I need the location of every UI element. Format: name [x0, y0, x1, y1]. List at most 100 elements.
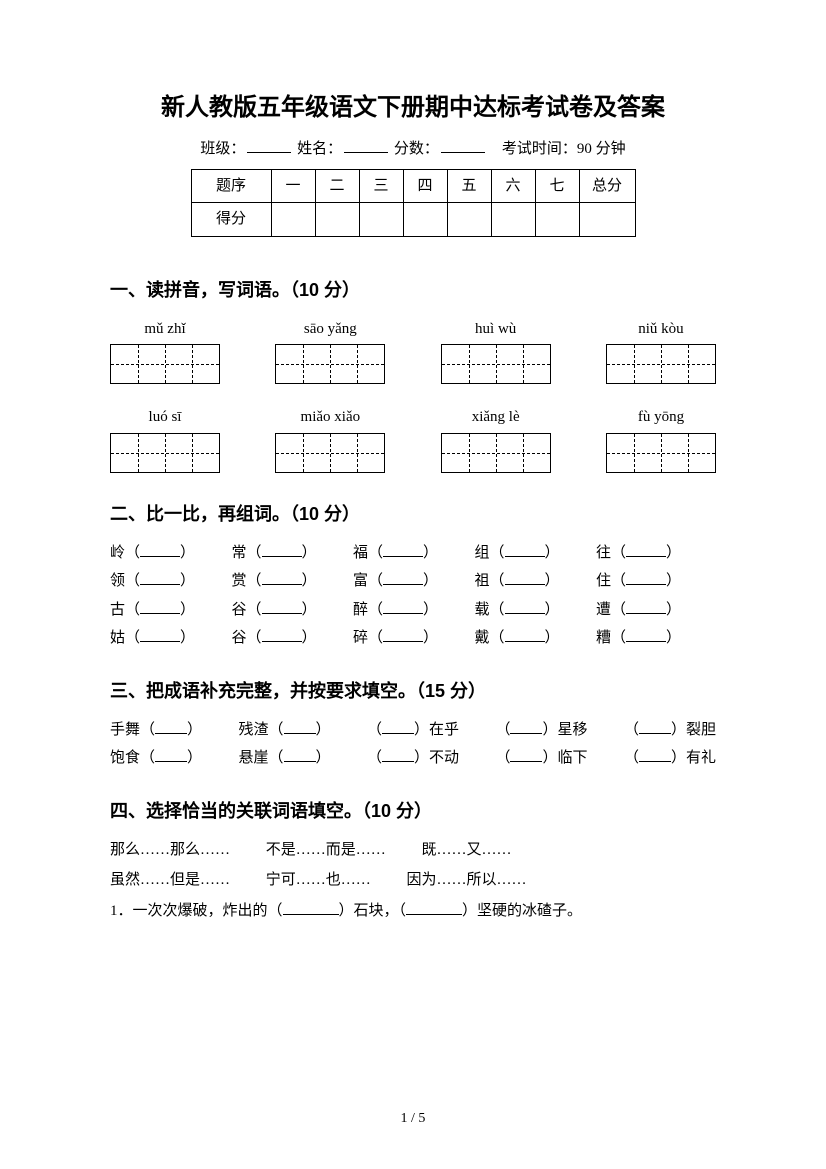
conjunction-bank: 那么……那么…… 不是……而是…… 既……又……	[110, 839, 716, 862]
section-3-heading: 三、把成语补充完整，并按要求填空。（15 分）	[110, 678, 716, 705]
compare-item: 岭（）	[110, 542, 230, 565]
answer-blank[interactable]	[284, 720, 316, 734]
char-input-box[interactable]	[110, 433, 220, 473]
pinyin: miǎo xiǎo	[275, 406, 385, 429]
score-cell[interactable]	[403, 203, 447, 237]
compare-item: 遭（）	[596, 599, 716, 622]
score-cell[interactable]	[359, 203, 403, 237]
char-input-box[interactable]	[441, 433, 551, 473]
compare-item: 领（）	[110, 570, 230, 593]
char-input-box[interactable]	[275, 433, 385, 473]
score-label: 分数：	[394, 141, 439, 157]
score-cell[interactable]	[271, 203, 315, 237]
answer-blank[interactable]	[283, 901, 339, 915]
answer-blank[interactable]	[383, 572, 423, 586]
char-input-box[interactable]	[606, 433, 716, 473]
answer-blank[interactable]	[639, 720, 671, 734]
answer-blank[interactable]	[155, 749, 187, 763]
compare-item: 谷（）	[232, 627, 352, 650]
answer-blank[interactable]	[505, 543, 545, 557]
answer-blank[interactable]	[262, 543, 302, 557]
word-option: 虽然……但是……	[110, 869, 230, 892]
answer-blank[interactable]	[140, 543, 180, 557]
answer-blank[interactable]	[262, 572, 302, 586]
section-2-heading: 二、比一比，再组词。（10 分）	[110, 501, 716, 528]
answer-blank[interactable]	[140, 600, 180, 614]
section-4-heading: 四、选择恰当的关联词语填空。（10 分）	[110, 798, 716, 825]
answer-blank[interactable]	[382, 749, 414, 763]
pinyin: xiǎng lè	[441, 406, 551, 429]
table-row: 题序 一 二 三 四 五 六 七 总分	[191, 169, 635, 203]
answer-blank[interactable]	[505, 572, 545, 586]
idiom-item: 手舞（）	[110, 719, 202, 742]
idiom-item: （）星移	[495, 719, 587, 742]
char-input-box[interactable]	[275, 344, 385, 384]
name-blank[interactable]	[344, 138, 388, 153]
answer-blank[interactable]	[262, 629, 302, 643]
answer-blank[interactable]	[510, 720, 542, 734]
score-cell[interactable]	[447, 203, 491, 237]
compare-item: 组（）	[475, 542, 595, 565]
class-label: 班级：	[200, 141, 245, 157]
pinyin-row: luó sī miǎo xiǎo xiǎng lè fù yōng	[110, 406, 716, 429]
char-input-box[interactable]	[441, 344, 551, 384]
question-1: 1．一次次爆破，炸出的（）石块，（）坚硬的冰碴子。	[110, 900, 716, 923]
answer-blank[interactable]	[406, 901, 462, 915]
word-option: 因为……所以……	[407, 869, 527, 892]
answer-blank[interactable]	[626, 629, 666, 643]
name-label: 姓名：	[297, 141, 342, 157]
answer-blank[interactable]	[262, 600, 302, 614]
idiom-item: 饱食（）	[110, 747, 202, 770]
compare-item: 赏（）	[232, 570, 352, 593]
idiom-item: （）有礼	[624, 747, 716, 770]
page-title: 新人教版五年级语文下册期中达标考试卷及答案	[110, 90, 716, 126]
char-input-box[interactable]	[606, 344, 716, 384]
score-table: 题序 一 二 三 四 五 六 七 总分 得分	[191, 169, 636, 237]
score-cell[interactable]	[535, 203, 579, 237]
score-cell[interactable]	[579, 203, 635, 237]
compare-item: 富（）	[353, 570, 473, 593]
answer-blank[interactable]	[505, 600, 545, 614]
answer-blank[interactable]	[140, 629, 180, 643]
score-cell[interactable]	[491, 203, 535, 237]
compare-row: 岭（）常（）福（）组（）往（）	[110, 542, 716, 565]
answer-blank[interactable]	[382, 720, 414, 734]
q-text: ）石块，（	[339, 903, 407, 919]
answer-blank[interactable]	[383, 600, 423, 614]
compare-item: 戴（）	[475, 627, 595, 650]
th: 二	[315, 169, 359, 203]
answer-blank[interactable]	[639, 749, 671, 763]
answer-blank[interactable]	[505, 629, 545, 643]
answer-blank[interactable]	[626, 543, 666, 557]
q-text: 1．一次次爆破，炸出的（	[110, 903, 283, 919]
char-input-box[interactable]	[110, 344, 220, 384]
answer-blank[interactable]	[626, 600, 666, 614]
compare-row: 领（）赏（）富（）祖（）住（）	[110, 570, 716, 593]
compare-item: 住（）	[596, 570, 716, 593]
pinyin: luó sī	[110, 406, 220, 429]
answer-blank[interactable]	[140, 572, 180, 586]
idiom-item: （）临下	[495, 747, 587, 770]
class-blank[interactable]	[247, 138, 291, 153]
score-cell[interactable]	[315, 203, 359, 237]
answer-blank[interactable]	[383, 543, 423, 557]
answer-blank[interactable]	[155, 720, 187, 734]
answer-blank[interactable]	[284, 749, 316, 763]
compare-item: 古（）	[110, 599, 230, 622]
time-label: 考试时间：90 分钟	[502, 141, 626, 157]
compare-item: 碎（）	[353, 627, 473, 650]
compare-item: 醉（）	[353, 599, 473, 622]
score-blank[interactable]	[441, 138, 485, 153]
char-box-row	[110, 344, 716, 384]
answer-blank[interactable]	[626, 572, 666, 586]
th: 四	[403, 169, 447, 203]
word-option: 既……又……	[422, 839, 512, 862]
compare-item: 糟（）	[596, 627, 716, 650]
conjunction-bank: 虽然……但是…… 宁可……也…… 因为……所以……	[110, 869, 716, 892]
th: 六	[491, 169, 535, 203]
answer-blank[interactable]	[383, 629, 423, 643]
pinyin: huì wù	[441, 318, 551, 341]
compare-item: 谷（）	[232, 599, 352, 622]
char-box-row	[110, 433, 716, 473]
answer-blank[interactable]	[510, 749, 542, 763]
